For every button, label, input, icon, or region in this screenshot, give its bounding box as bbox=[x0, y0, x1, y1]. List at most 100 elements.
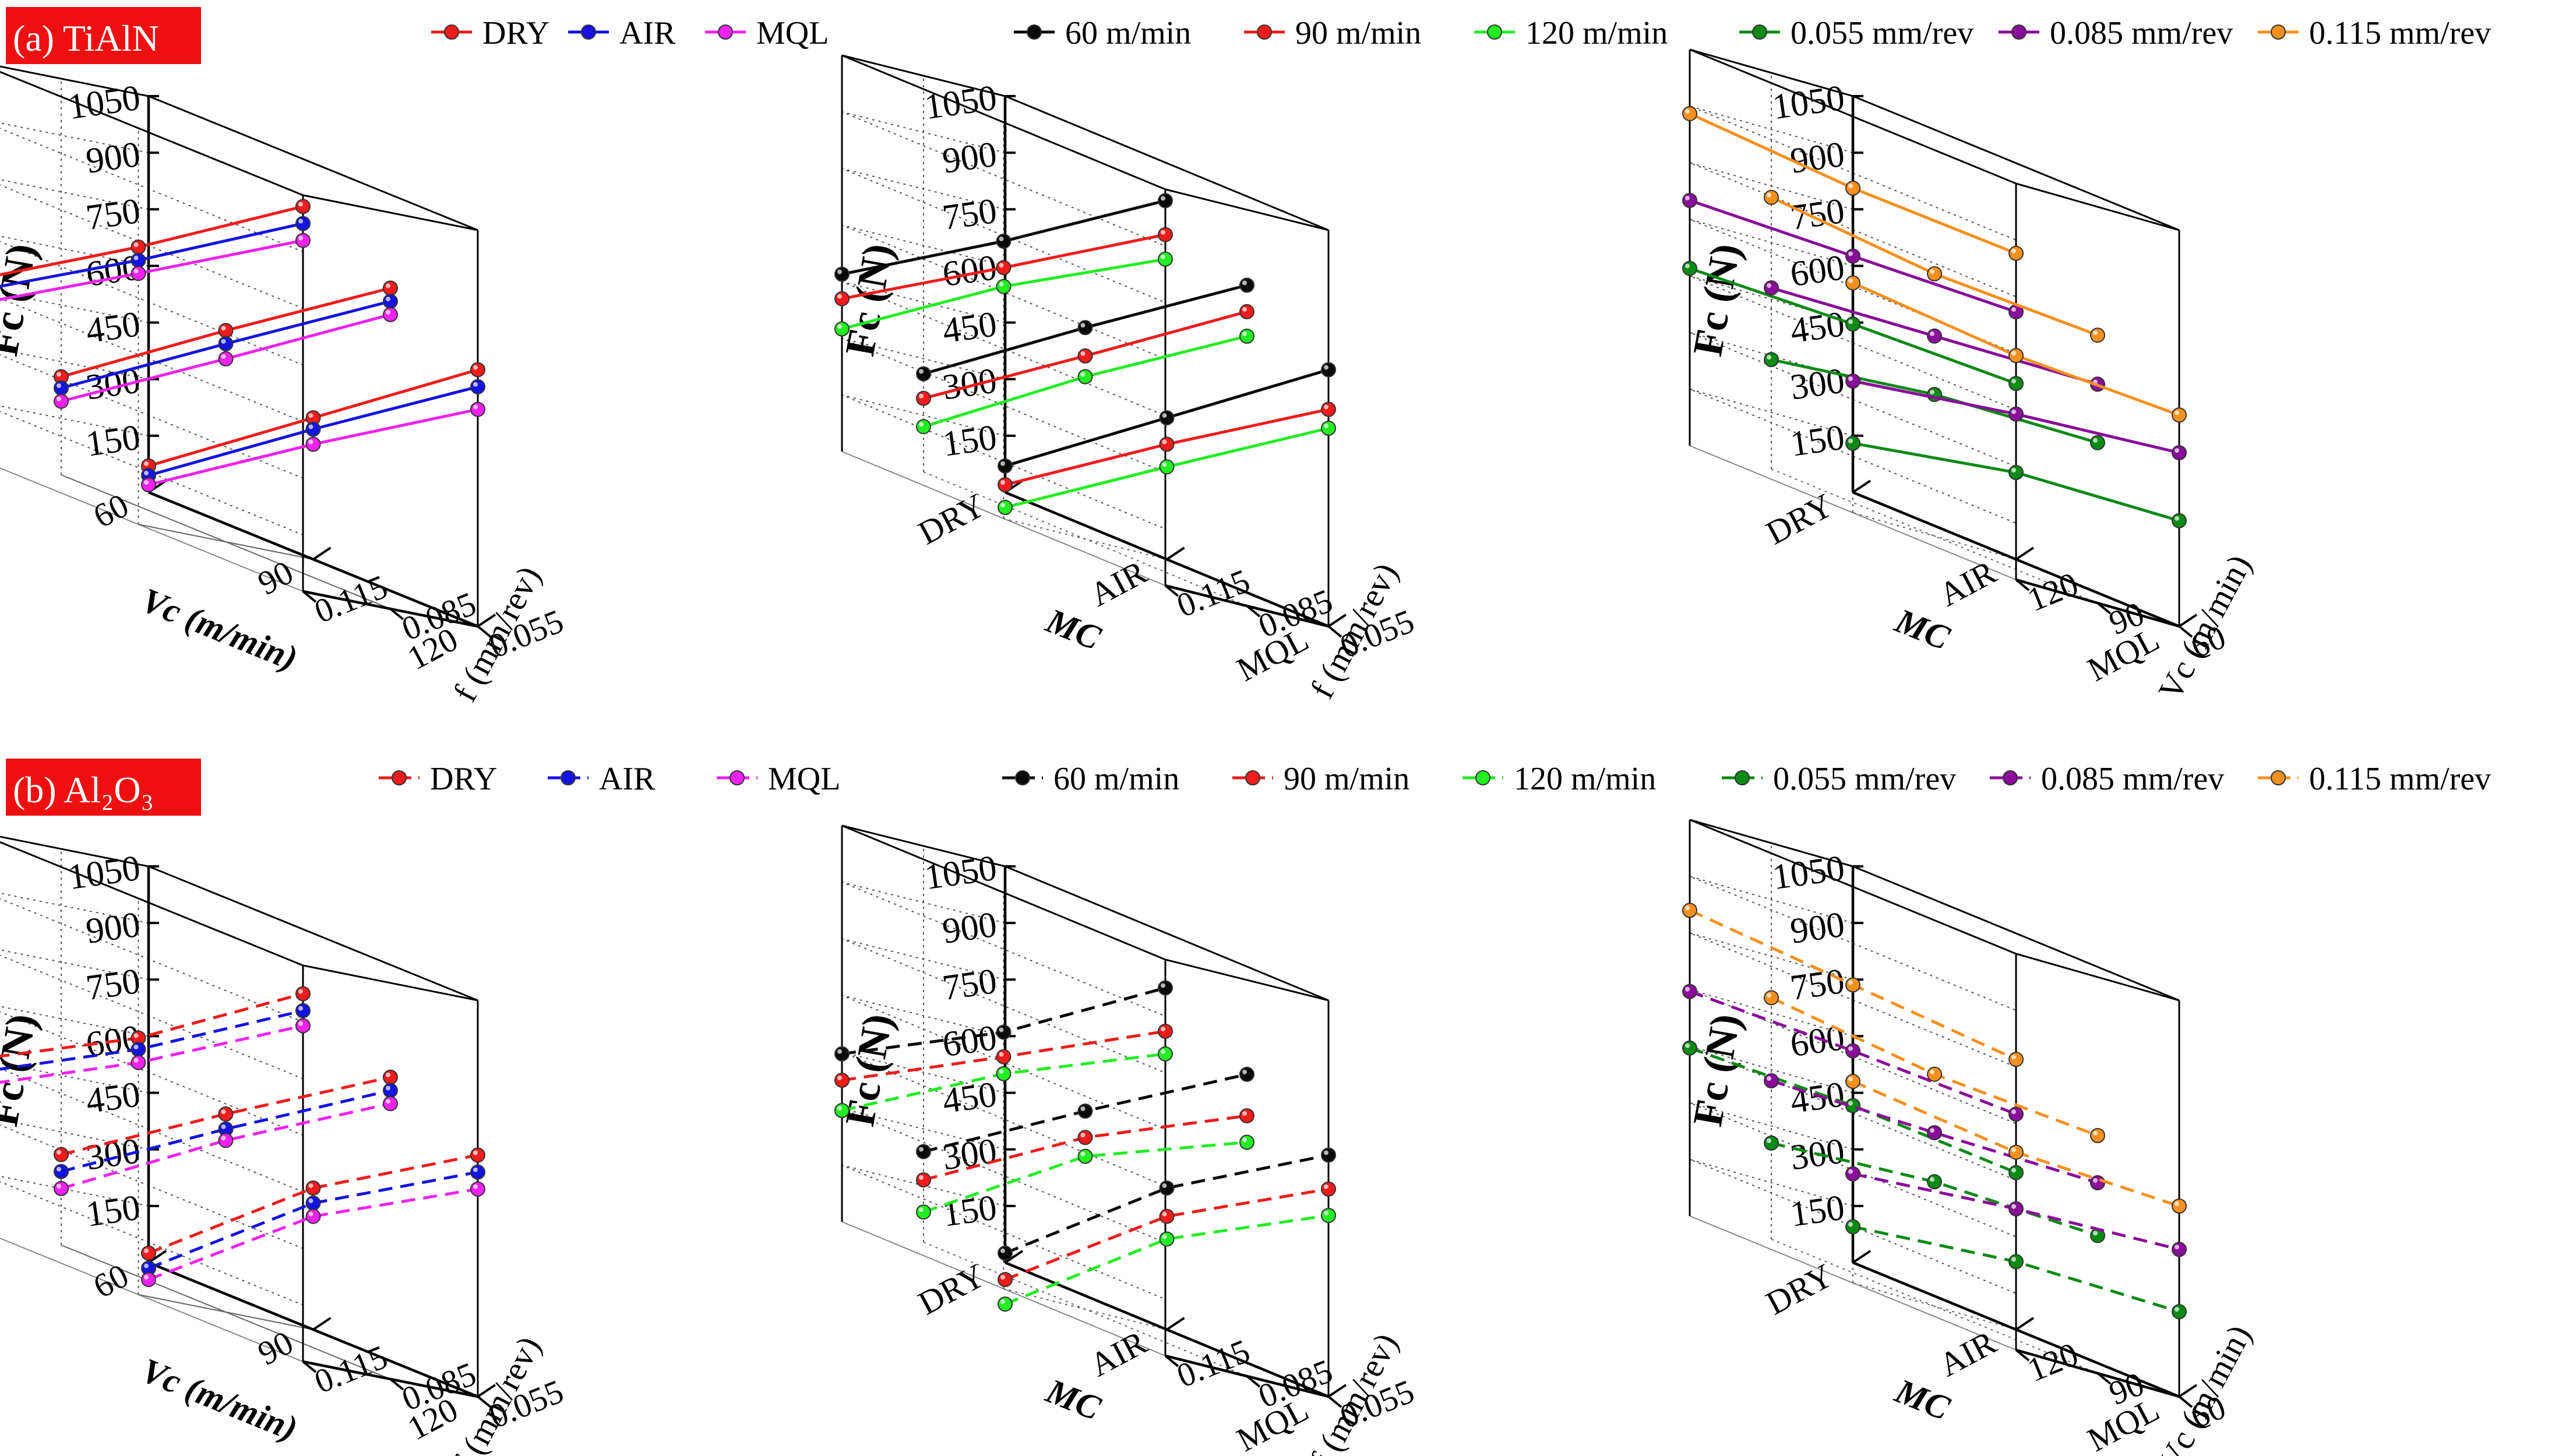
data-point-highlight bbox=[2011, 1147, 2016, 1152]
x-tick bbox=[1852, 480, 1872, 493]
data-point-highlight bbox=[1162, 462, 1167, 467]
z-tick-label: 750 bbox=[83, 961, 143, 1008]
panel-label-box bbox=[6, 7, 201, 64]
data-point-highlight bbox=[1767, 355, 1771, 360]
z-tick-label: 600 bbox=[940, 1018, 999, 1064]
grid-line bbox=[0, 405, 304, 535]
data-point bbox=[1239, 1066, 1254, 1082]
x-tick-label: 60 bbox=[87, 1256, 135, 1306]
data-point-highlight bbox=[133, 1045, 139, 1049]
data-point-highlight bbox=[1000, 480, 1005, 485]
data-point bbox=[1239, 277, 1254, 293]
data-point-highlight bbox=[308, 413, 313, 418]
data-point bbox=[131, 1055, 146, 1070]
data-point bbox=[1845, 1098, 1860, 1113]
z-tick-label: 900 bbox=[1788, 905, 1847, 951]
data-point bbox=[1159, 436, 1175, 452]
legend-swatch-marker bbox=[444, 24, 459, 40]
grid-line bbox=[1689, 332, 2017, 467]
data-point bbox=[998, 1296, 1013, 1312]
z-axis-label: Fc (N) bbox=[1684, 1010, 1749, 1130]
gridlines bbox=[1689, 819, 2180, 1397]
data-point bbox=[470, 1164, 485, 1180]
legend-entry-label: 0.115 mm/rev bbox=[2309, 15, 2491, 51]
legend-entry-label: DRY bbox=[482, 15, 549, 51]
z-tick-label: 150 bbox=[83, 1187, 143, 1234]
data-point bbox=[383, 1069, 398, 1085]
data-point bbox=[54, 1147, 69, 1162]
axis-line bbox=[841, 824, 1166, 961]
data-point-highlight bbox=[2011, 1257, 2016, 1262]
y-tick bbox=[1246, 605, 1261, 618]
series-line bbox=[61, 1076, 391, 1157]
legend-swatch-marker bbox=[2011, 24, 2027, 40]
z-tick-label: 900 bbox=[940, 135, 999, 181]
data-point bbox=[383, 306, 398, 322]
data-point-highlight bbox=[1000, 1299, 1005, 1305]
data-point-highlight bbox=[144, 1263, 149, 1268]
data-point bbox=[1239, 1108, 1254, 1124]
data-point-highlight bbox=[1767, 192, 1771, 198]
series-line bbox=[61, 1089, 391, 1173]
data-point bbox=[998, 1272, 1013, 1288]
legend-entry-label: 0.115 mm/rev bbox=[2309, 761, 2491, 797]
data-point bbox=[1159, 1231, 1175, 1247]
series-0-115-mm-rev bbox=[1682, 902, 2187, 1214]
data-point-highlight bbox=[1324, 404, 1328, 410]
data-point-highlight bbox=[1324, 365, 1328, 370]
x-tick bbox=[477, 614, 496, 627]
x-axis-label: MC bbox=[1890, 1371, 1955, 1427]
axis-line bbox=[841, 54, 1166, 191]
data-point bbox=[218, 336, 234, 351]
data-point bbox=[383, 1083, 398, 1098]
data-point bbox=[1158, 227, 1173, 242]
data-point-highlight bbox=[1767, 993, 1771, 998]
data-point-highlight bbox=[1930, 1177, 1934, 1182]
data-point bbox=[2008, 1254, 2024, 1270]
x-tick bbox=[2015, 547, 2035, 560]
series-air bbox=[0, 1003, 485, 1276]
legend: DRY AIR MQL bbox=[379, 761, 840, 797]
data-point bbox=[1239, 329, 1254, 344]
y-axis-label: Vc (m/min) bbox=[2151, 1318, 2258, 1456]
z-tick-label: 1050 bbox=[1770, 848, 1847, 898]
data-point-highlight bbox=[1848, 319, 1853, 325]
data-point-highlight bbox=[1324, 1211, 1328, 1216]
data-point bbox=[295, 232, 311, 248]
data-point bbox=[1845, 373, 1860, 389]
data-point-highlight bbox=[2011, 1168, 2016, 1173]
axes bbox=[841, 54, 1330, 628]
legend-entry-label: 60 m/min bbox=[1053, 761, 1179, 797]
data-point-highlight bbox=[1162, 1234, 1167, 1239]
data-point-highlight bbox=[1000, 502, 1005, 507]
legend-entry-label: AIR bbox=[599, 761, 656, 797]
data-point-highlight bbox=[1161, 196, 1165, 201]
data-point bbox=[2172, 1198, 2187, 1214]
series-line bbox=[61, 1102, 391, 1190]
y-tick bbox=[2015, 579, 2030, 591]
data-point-highlight bbox=[57, 396, 61, 401]
data-point-highlight bbox=[1080, 351, 1086, 356]
data-point-highlight bbox=[1162, 439, 1167, 445]
data-point bbox=[1845, 1074, 1860, 1090]
data-point bbox=[916, 1144, 931, 1159]
grid-line bbox=[1689, 388, 2017, 524]
data-point bbox=[834, 291, 850, 306]
axis-line bbox=[1005, 865, 1329, 1002]
data-point bbox=[2008, 245, 2024, 261]
y-tick bbox=[1164, 1355, 1179, 1367]
x-tick bbox=[2015, 1317, 2035, 1331]
x-tick-label: 90 bbox=[252, 1323, 299, 1373]
data-point bbox=[916, 1204, 931, 1220]
data-point bbox=[916, 366, 931, 382]
y-tick bbox=[2178, 625, 2193, 638]
x-tick bbox=[2178, 614, 2198, 627]
data-point-highlight bbox=[1685, 1043, 1690, 1048]
data-point-highlight bbox=[919, 1175, 924, 1180]
data-point-highlight bbox=[298, 989, 303, 994]
data-point bbox=[141, 1272, 156, 1288]
x-tick-label: 60 bbox=[87, 486, 135, 535]
z-tick-label: 750 bbox=[1788, 191, 1847, 238]
data-point-highlight bbox=[1930, 331, 1934, 336]
